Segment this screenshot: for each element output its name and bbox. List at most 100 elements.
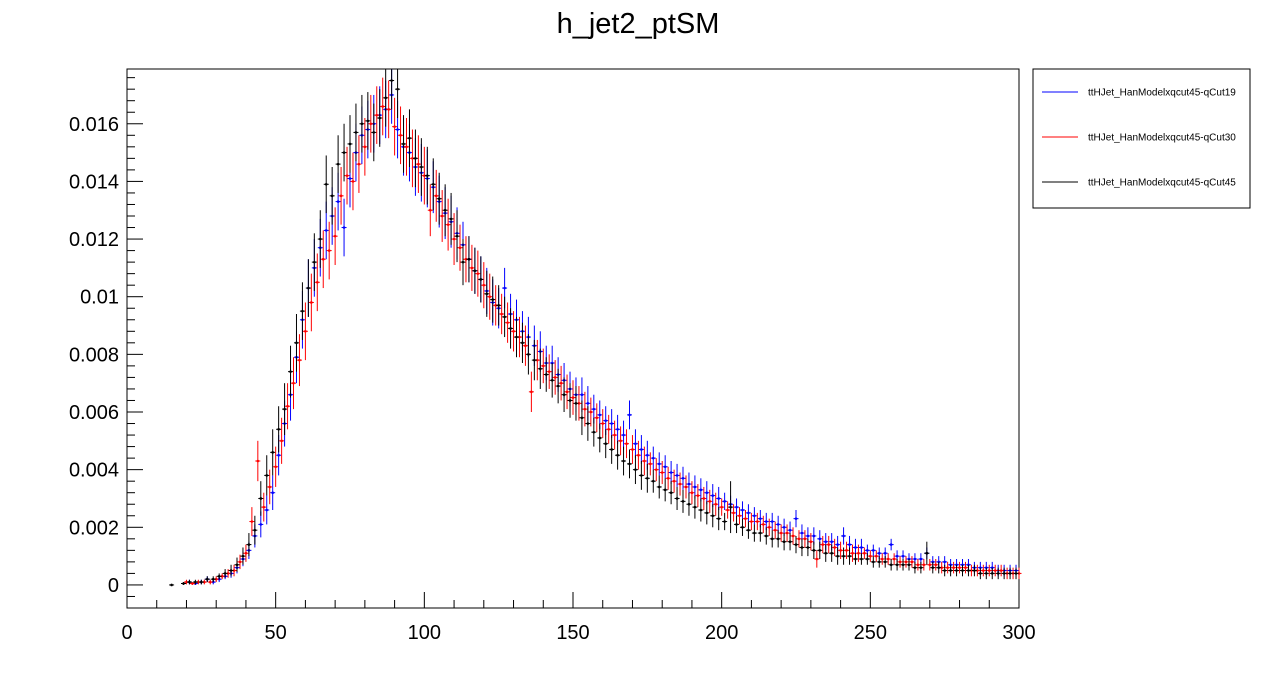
point-marker [280,439,283,443]
point-marker [488,295,492,299]
point-marker [996,572,1000,575]
data-point [823,544,829,562]
x-tick-label: 300 [1002,622,1035,644]
point-marker [253,528,257,532]
data-point [496,285,502,326]
data-point [838,541,844,559]
point-marker [259,497,263,500]
point-marker [669,491,673,495]
data-point [751,507,757,525]
point-marker [818,549,822,552]
data-point [311,233,317,291]
data-point [766,518,772,536]
point-marker [170,583,173,587]
point-marker [521,341,524,345]
data-point [368,94,374,153]
data-point [499,293,505,335]
data-point [338,167,344,225]
y-tick-label: 0.016 [69,114,119,136]
data-point [671,469,677,493]
data-point [386,80,392,139]
point-marker [949,569,952,572]
point-marker [509,327,512,330]
point-marker [785,531,789,535]
data-point [293,314,299,372]
data-point [389,69,395,110]
point-marker [854,546,857,549]
point-marker [990,572,994,575]
legend-entry: ttHJet_HanModelxqcut45-qCut19 [1042,88,1236,99]
point-marker [842,534,845,538]
data-point [204,576,210,583]
point-marker [333,234,337,238]
point-marker [753,514,756,518]
data-point [912,561,918,574]
data-point [638,461,644,490]
data-point [879,553,885,565]
data-point [629,435,635,464]
point-marker [657,485,661,489]
point-marker [750,520,753,523]
data-point [558,365,564,401]
point-marker [473,269,477,273]
data-point [662,478,668,502]
data-point [894,559,900,571]
point-marker [904,560,908,564]
data-point [189,582,195,585]
point-marker [247,543,251,546]
point-marker [211,577,215,581]
point-marker [399,133,402,137]
data-point [858,553,864,565]
data-point [695,484,701,508]
point-marker [387,108,390,111]
point-marker [711,514,715,518]
data-point [626,449,632,479]
data-point [567,383,573,418]
data-point [808,533,814,551]
point-marker [339,194,343,198]
point-marker [764,520,768,523]
point-marker [586,402,590,405]
point-marker [836,554,839,558]
data-point [487,273,493,320]
point-marker [577,402,581,405]
data-point [582,391,588,427]
point-marker [598,436,602,440]
point-marker [634,468,637,471]
point-marker [916,563,920,567]
data-point [246,533,252,557]
data-point [561,377,567,412]
point-marker [197,580,200,584]
data-point [573,386,579,421]
data-point [344,146,350,205]
data-point [296,334,302,387]
point-marker [530,390,533,394]
point-marker [788,540,792,544]
data-point [183,579,189,585]
data-point [371,103,377,162]
point-marker [723,500,726,503]
point-marker [467,257,471,261]
point-marker [866,557,869,561]
data-point [1001,567,1007,580]
data-point [198,579,204,585]
data-point [222,569,228,578]
data-point [401,115,407,173]
point-marker [782,525,786,529]
data-point [341,123,347,182]
point-marker [809,540,813,544]
data-point [522,325,528,366]
point-marker [188,580,191,584]
data-point [466,236,472,283]
data-point [570,380,576,415]
data-point [977,567,983,580]
point-marker [872,560,875,564]
point-marker [1014,572,1018,575]
point-marker [292,381,295,385]
data-point [844,541,850,559]
data-point [433,169,439,222]
data-point [180,582,186,585]
point-marker [827,543,831,546]
point-marker [315,280,319,284]
data-point [751,524,757,542]
